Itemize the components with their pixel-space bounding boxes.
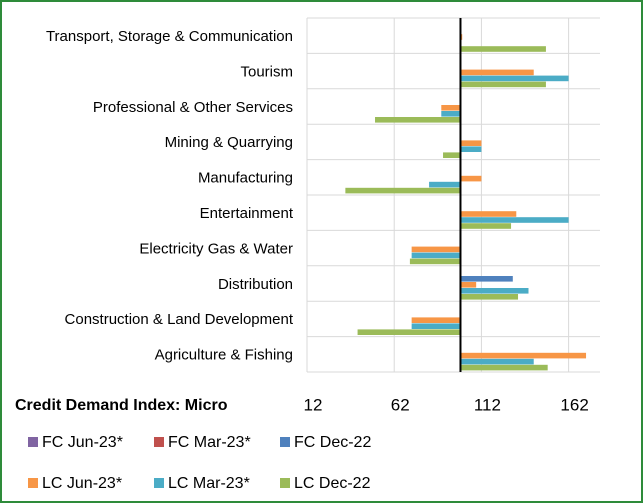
bar — [460, 69, 534, 76]
y-tick-label: Transport, Storage & Communication — [46, 28, 293, 45]
bar — [409, 258, 461, 265]
y-tick-label: Tourism — [240, 63, 293, 80]
bar — [357, 329, 461, 335]
bar — [460, 146, 482, 152]
bar — [460, 276, 513, 282]
bar — [441, 105, 461, 111]
legend-label: LC Jun-23* — [42, 475, 122, 492]
bar — [460, 140, 482, 146]
y-tick-label: Mining & Quarrying — [165, 134, 293, 151]
bar — [443, 152, 461, 158]
y-tick-label: Distribution — [218, 276, 293, 293]
legend-swatch — [28, 437, 38, 447]
x-tick-label: 62 — [391, 395, 410, 414]
bar — [460, 352, 587, 359]
bar — [460, 46, 546, 52]
x-axis-title: Credit Demand Index: Micro — [15, 397, 228, 414]
bar — [345, 187, 461, 194]
bar — [441, 111, 461, 117]
y-tick-label: Entertainment — [200, 205, 294, 222]
y-tick-label: Agriculture & Fishing — [155, 347, 293, 364]
bar — [460, 294, 519, 300]
bar — [460, 175, 482, 182]
legend-label: FC Jun-23* — [42, 434, 123, 451]
y-tick-label: Construction & Land Development — [65, 311, 294, 328]
bar — [411, 252, 461, 259]
bar — [460, 358, 534, 365]
legend-swatch — [154, 437, 164, 447]
legend-label: LC Dec-22 — [294, 475, 371, 492]
y-tick-label: Manufacturing — [198, 170, 293, 187]
bar — [460, 75, 569, 82]
legend-swatch — [154, 478, 164, 488]
legend-swatch — [280, 478, 290, 488]
bar — [460, 223, 512, 229]
bar — [460, 217, 569, 223]
bar — [460, 288, 529, 294]
bar — [460, 211, 517, 217]
bar — [375, 117, 461, 123]
legend-label: FC Mar-23* — [168, 434, 251, 451]
legend-label: FC Dec-22 — [294, 434, 371, 451]
legend-swatch — [280, 437, 290, 447]
bar — [460, 81, 546, 88]
legend-swatch — [28, 478, 38, 488]
legend-label: LC Mar-23* — [168, 475, 250, 492]
x-tick-label: 12 — [304, 395, 323, 414]
bar — [460, 282, 477, 288]
y-tick-label: Professional & Other Services — [93, 99, 293, 116]
x-tick-label: 112 — [474, 395, 501, 414]
bar — [411, 323, 461, 329]
x-tick-label: 162 — [560, 395, 588, 414]
bar — [411, 317, 461, 323]
bar — [411, 246, 461, 253]
bar — [460, 364, 548, 371]
y-tick-label: Electricity Gas & Water — [139, 240, 293, 257]
bar — [429, 181, 461, 188]
